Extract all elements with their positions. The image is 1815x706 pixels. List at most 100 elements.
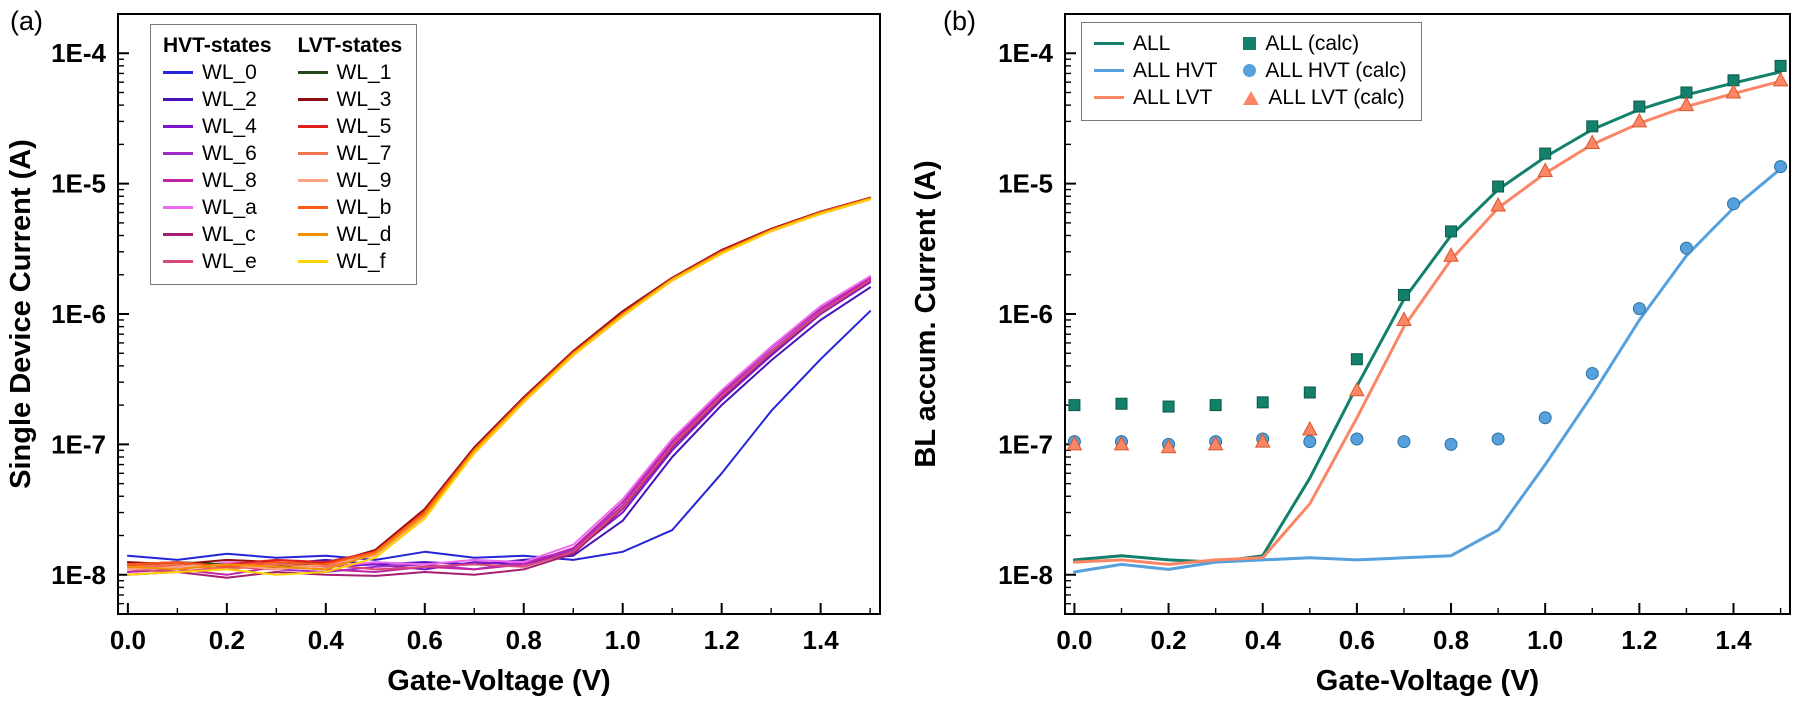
legend-column: ALL (calc) ALL HVT (calc) ALL LVT (calc)	[1243, 30, 1407, 111]
panel_b-y-axis-label: BL accum. Current (A)	[910, 160, 942, 467]
legend-label: WL_a	[202, 196, 257, 219]
panel_b-plot: 0.0 0.2 0.4 0.6 0.8 1.0 1.2 1.4 1E-8 1E-7 1E-6 1E-5…	[910, 13, 1791, 697]
legend-label: WL_4	[202, 115, 257, 138]
legend-item: WL_8	[163, 167, 272, 194]
x-tick-label: 0.4	[1245, 625, 1282, 655]
line-swatch-icon	[297, 260, 328, 263]
line-swatch-icon	[297, 179, 328, 182]
line-swatch-icon	[297, 98, 328, 101]
plot-frame	[1064, 13, 1791, 615]
y-tick-label: 1E-7	[998, 429, 1053, 459]
legend-item: WL_3	[297, 86, 403, 113]
panel_a-x-axis-label: Gate-Voltage (V)	[387, 665, 610, 697]
panel_b-legend: ALL ALL HVT ALL LVT ALL (calc) ALL HVT (calc…	[1081, 22, 1422, 121]
line-swatch-icon	[1094, 96, 1124, 99]
legend-column: HVT-states WL_0 WL_2 WL_4 WL_6 WL_8 WL_a WL_c WL…	[163, 32, 272, 275]
legend-label: WL_c	[202, 223, 256, 246]
line-swatch-icon	[297, 206, 328, 209]
legend-item: ALL LVT (calc)	[1243, 84, 1406, 111]
legend-label: WL_7	[336, 142, 392, 165]
panel-a: (a) 0.0 0.2 0.4 0.6 0.8 1.0 1.2 1.4 1E-8 1E-7 1E-6…	[0, 0, 905, 706]
legend-item: WL_1	[297, 59, 403, 86]
legend-label: WL_e	[202, 250, 257, 273]
legend-item: WL_d	[297, 221, 403, 248]
line-swatch-icon	[163, 98, 193, 101]
y-tick-label: 1E-6	[51, 299, 106, 329]
series-all-lvt-calc-	[1066, 71, 1789, 454]
legend-item: WL_2	[163, 86, 272, 113]
legend-item: ALL HVT	[1094, 57, 1217, 84]
legend-item: WL_7	[297, 140, 403, 167]
series-wl-e	[126, 279, 872, 573]
legend-label: ALL	[1133, 32, 1171, 55]
series-all-hvt	[1072, 167, 1783, 574]
line-swatch-icon	[297, 233, 328, 236]
x-tick-label: 0.8	[506, 625, 542, 655]
series-all-hvt-calc-	[1067, 160, 1788, 451]
legend-label: WL_f	[336, 250, 386, 273]
series-wl-a	[126, 275, 872, 571]
legend-header: LVT-states	[297, 34, 403, 57]
x-tick-label: 1.2	[704, 625, 740, 655]
legend-label: WL_b	[336, 196, 392, 219]
triangle-marker-icon	[1243, 90, 1260, 105]
panel-a-letter: (a)	[10, 6, 43, 36]
plot-frame	[117, 13, 881, 615]
legend-label: ALL (calc)	[1265, 32, 1360, 55]
legend-label: ALL HVT (calc)	[1265, 59, 1407, 82]
line-swatch-icon	[163, 152, 193, 155]
x-tick-label: 0.2	[209, 625, 245, 655]
legend-item: WL_4	[163, 113, 272, 140]
y-tick-label: 1E-5	[51, 169, 106, 199]
line-swatch-icon	[297, 125, 328, 128]
line-swatch-icon	[163, 206, 193, 209]
legend-label: ALL LVT (calc)	[1268, 86, 1405, 109]
y-tick-label: 1E-8	[998, 560, 1053, 590]
line-swatch-icon	[163, 179, 193, 182]
x-tick-label: 0.6	[407, 625, 443, 655]
legend-label: WL_5	[336, 115, 392, 138]
y-tick-label: 1E-6	[998, 299, 1053, 329]
legend-item: WL_9	[297, 167, 403, 194]
panel-b: (b) 0.0 0.2 0.4 0.6 0.8 1.0 1.2 1.4 1E-8 1E-7 1E-6…	[905, 0, 1815, 706]
x-tick-label: 0.8	[1433, 625, 1469, 655]
y-tick-label: 1E-7	[51, 429, 106, 459]
series-wl-8	[126, 276, 872, 576]
x-tick-label: 0.4	[308, 625, 345, 655]
legend-item: ALL HVT (calc)	[1243, 57, 1407, 84]
legend-item: WL_b	[297, 194, 403, 221]
x-tick-label: 1.0	[605, 625, 641, 655]
circle-marker-icon	[1243, 64, 1257, 77]
legend-column: ALL ALL HVT ALL LVT	[1094, 30, 1217, 111]
x-tick-label: 1.0	[1527, 625, 1563, 655]
legend-label: WL_0	[202, 61, 257, 84]
x-tick-label: 0.0	[1056, 625, 1092, 655]
legend-item: WL_0	[163, 59, 272, 86]
legend-item: WL_c	[163, 221, 272, 248]
x-tick-label: 1.2	[1621, 625, 1657, 655]
x-tick-label: 1.4	[803, 625, 840, 655]
line-swatch-icon	[1094, 42, 1124, 45]
series-all	[1072, 70, 1783, 564]
line-swatch-icon	[163, 125, 193, 128]
legend-label: WL_6	[202, 142, 257, 165]
y-tick-label: 1E-8	[51, 560, 106, 590]
legend-item: WL_e	[163, 248, 272, 275]
series-wl-0	[126, 310, 872, 561]
legend-label: WL_8	[202, 169, 257, 192]
x-tick-label: 0.6	[1339, 625, 1375, 655]
legend-label: WL_9	[336, 169, 392, 192]
legend-item: WL_f	[297, 248, 403, 275]
line-swatch-icon	[297, 152, 328, 155]
legend-label: WL_1	[336, 61, 392, 84]
legend-header: HVT-states	[163, 34, 272, 57]
legend-label: WL_3	[336, 88, 392, 111]
legend-label: ALL HVT	[1133, 59, 1218, 82]
series-all-calc-	[1068, 59, 1787, 413]
x-tick-label: 0.2	[1150, 625, 1186, 655]
square-marker-icon	[1243, 37, 1257, 50]
line-swatch-icon	[1094, 69, 1124, 72]
legend-item: WL_a	[163, 194, 272, 221]
legend-column: LVT-states WL_1 WL_3 WL_5 WL_7 WL_9 WL_b WL_d WL…	[297, 32, 403, 275]
